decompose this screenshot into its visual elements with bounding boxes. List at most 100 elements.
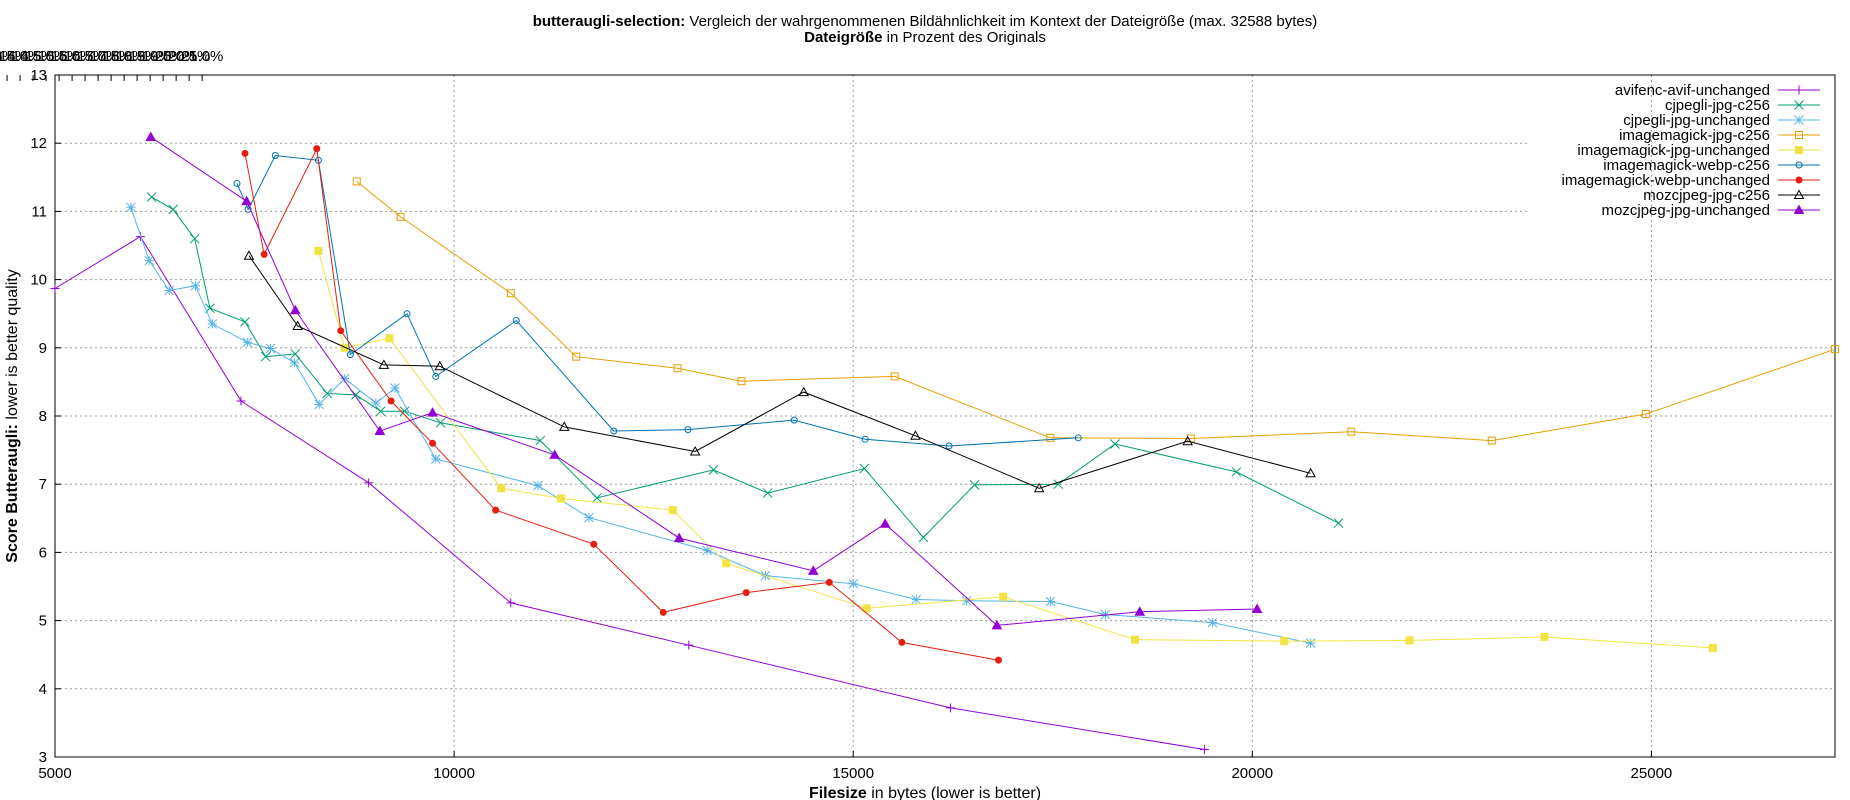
series-line — [244, 147, 999, 661]
data-point — [1831, 345, 1839, 354]
data-point — [429, 439, 437, 447]
series-mozcjpeg-jpg-c256 — [243, 250, 1316, 493]
data-point — [708, 465, 719, 475]
data-point — [340, 343, 349, 352]
data-point — [861, 435, 869, 443]
legend-label: avifenc-avif-unchanged — [1615, 82, 1770, 99]
data-point — [146, 192, 157, 202]
chart-title: butteraugli-selection: Vergleich der wah… — [533, 13, 1318, 30]
data-point — [168, 204, 178, 215]
x2-tick-label: 12.5% — [0, 48, 2, 65]
data-point — [378, 359, 390, 369]
data-point — [314, 399, 325, 410]
data-point — [289, 304, 301, 315]
legend-label: imagemagick-jpg-c256 — [1619, 127, 1770, 144]
legend-marker — [1794, 115, 1804, 125]
data-point — [898, 638, 906, 646]
series-line — [248, 255, 1311, 489]
data-point — [549, 449, 561, 459]
data-point — [684, 426, 692, 434]
data-point — [396, 212, 405, 221]
data-point — [848, 578, 859, 589]
legend-marker — [1795, 146, 1803, 154]
series-cjpegli-jpg-unchanged — [125, 202, 1316, 648]
legend-marker — [1793, 204, 1805, 214]
data-point — [207, 319, 218, 329]
legend-label: cjpegli-jpg-unchanged — [1623, 112, 1770, 129]
series-line — [356, 181, 1836, 442]
data-point — [435, 417, 446, 428]
data-point — [1487, 436, 1496, 445]
data-point — [689, 445, 701, 456]
x2-tick-label: 15.5% — [38, 48, 81, 65]
data-point — [241, 195, 252, 206]
data-point — [322, 388, 333, 399]
legend-label: imagemagick-jpg-unchanged — [1577, 142, 1770, 159]
x-tick-label: 20000 — [1231, 765, 1273, 782]
data-point — [243, 250, 255, 260]
data-point — [1540, 632, 1549, 641]
data-point — [1045, 596, 1056, 607]
data-point — [427, 407, 438, 417]
data-point — [403, 310, 411, 318]
series-imagemagick-jpg-c256 — [352, 177, 1839, 445]
data-point — [1207, 617, 1218, 628]
legend-label: mozcjpeg-jpg-unchanged — [1602, 202, 1770, 219]
y-tick-label: 12 — [30, 135, 47, 152]
grid — [55, 75, 1835, 757]
data-point — [1182, 435, 1194, 446]
data-point — [673, 364, 682, 373]
data-point — [584, 512, 594, 523]
data-point — [260, 250, 268, 258]
series-imagemagick-webp-c256 — [233, 151, 1082, 450]
data-point — [50, 283, 60, 293]
data-point — [862, 604, 871, 613]
y-tick-label: 9 — [39, 340, 47, 357]
y-tick-label: 7 — [39, 476, 47, 493]
y-tick-label: 4 — [39, 681, 47, 698]
data-point — [292, 320, 304, 330]
data-point — [1110, 439, 1120, 449]
data-point — [969, 480, 980, 490]
series-line — [54, 235, 1205, 750]
data-point — [1347, 427, 1356, 436]
x-tick-label: 10000 — [433, 765, 475, 782]
y-tick-label: 13 — [30, 67, 47, 84]
data-point — [610, 427, 618, 435]
data-point — [265, 343, 276, 354]
data-point — [722, 559, 731, 568]
series-line — [130, 207, 1311, 644]
data-point — [1305, 467, 1316, 478]
legend-marker — [1795, 131, 1803, 139]
data-point — [737, 377, 746, 386]
data-point — [673, 532, 685, 543]
data-point — [1199, 744, 1209, 754]
data-point — [890, 372, 899, 381]
y-tick-label: 3 — [39, 749, 47, 766]
data-point — [918, 532, 929, 543]
data-point — [135, 232, 145, 242]
data-point — [946, 703, 956, 713]
data-point — [668, 506, 677, 515]
data-point — [1708, 643, 1717, 652]
x2-tick-label: 15.0% — [25, 48, 68, 65]
legend-label: mozcjpeg-jpg-c256 — [1643, 187, 1770, 204]
y-tick-label: 10 — [30, 272, 47, 289]
data-point — [313, 145, 321, 153]
data-point — [684, 640, 694, 650]
data-point — [742, 589, 750, 597]
data-point — [346, 351, 354, 359]
data-point — [1280, 637, 1289, 646]
data-point — [374, 425, 386, 436]
x2-tick-label: 16.0% — [51, 48, 94, 65]
data-point — [390, 383, 400, 393]
data-point — [241, 149, 249, 157]
x2-tick-label: 20.5% — [168, 48, 211, 65]
legend-label: cjpegli-jpg-c256 — [1665, 97, 1770, 114]
x2-tick-label: 13.5% — [0, 48, 28, 65]
data-point — [492, 506, 500, 514]
x2-tick-label: 19.0% — [129, 48, 172, 65]
data-point — [314, 246, 323, 255]
data-point — [289, 357, 300, 368]
